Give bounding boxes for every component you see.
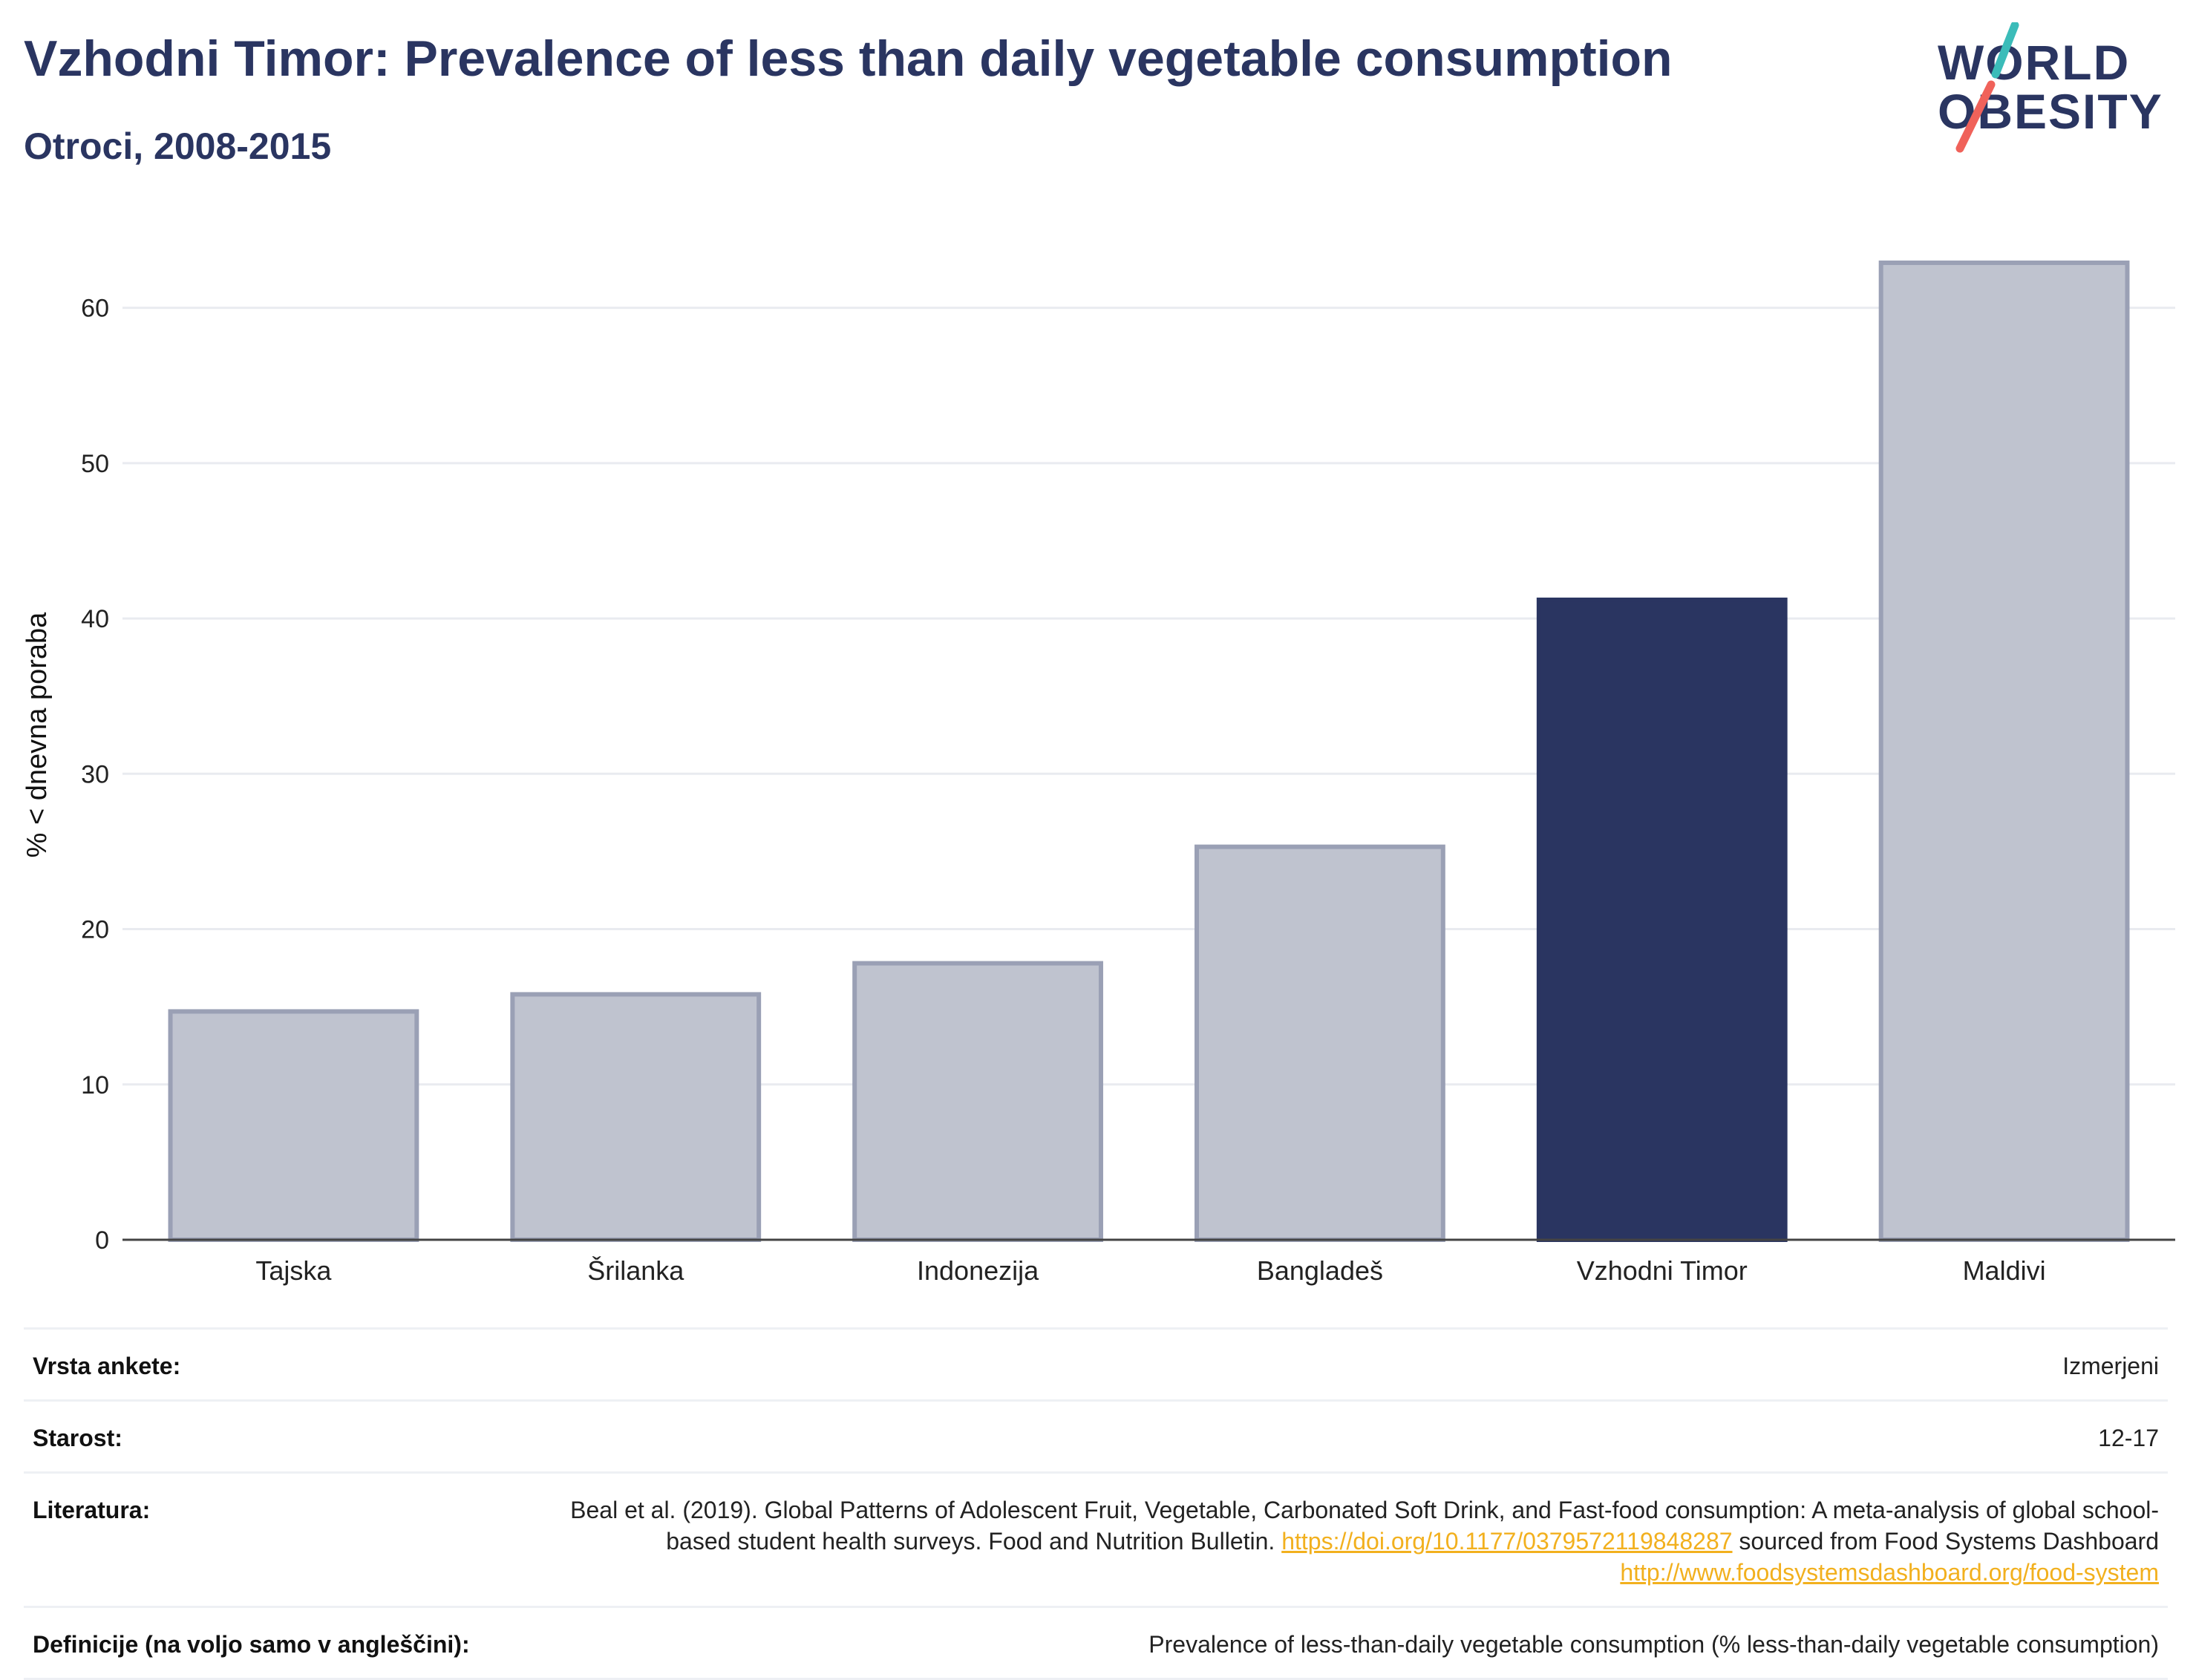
meta-row-age: Starost: 12-17 [24, 1399, 2168, 1471]
y-tick-label: 40 [81, 605, 109, 633]
meta-label: Definicije (na voljo samo v angleščini): [33, 1631, 470, 1658]
meta-value: Prevalence of less-than-daily vegetable … [1148, 1631, 2159, 1658]
y-tick-label: 60 [81, 295, 109, 323]
x-tick-label: Indonezija [917, 1255, 1039, 1286]
x-tick-label: Bangladeš [1257, 1255, 1383, 1286]
y-tick-labels: 0 10 20 30 40 50 60 [81, 295, 109, 1255]
bar-bangladeš[interactable] [1195, 844, 1445, 1242]
y-tick-label: 50 [81, 450, 109, 478]
bar-vzhodni-timor[interactable] [1536, 597, 1788, 1242]
y-axis-label: % < dnevna poraba [22, 612, 53, 858]
reference-citation: Beal et al. (2019). Global Patterns of A… [570, 1497, 2159, 1555]
reference-source: sourced from Food Systems Dashboard [1739, 1528, 2159, 1555]
y-tick-label: 20 [81, 916, 109, 944]
logo-text-world: WORLD [1938, 35, 2131, 90]
y-tick-label: 30 [81, 760, 109, 788]
world-obesity-logo[interactable]: WORLD OBESITY [1938, 22, 2183, 156]
logo-slash-icon [1955, 22, 2019, 153]
x-tick-label: Šrilanka [587, 1255, 684, 1286]
bar-tajska[interactable] [168, 1009, 419, 1243]
x-tick-labels: Tajska Šrilanka Indonezija Bangladeš Vzhodni… [255, 1255, 2045, 1286]
meta-row-references: Literatura: Beal et al. (2019). Global P… [24, 1471, 2168, 1606]
bar-maldivi[interactable] [1878, 260, 2130, 1242]
meta-label: Vrsta ankete: [33, 1353, 181, 1379]
bar-šrilanka[interactable] [510, 992, 762, 1243]
bar-chart: 0 10 20 30 40 50 60 Tajska Šrilanka Indonezija Ba… [22, 260, 2175, 1286]
y-tick-label: 0 [95, 1226, 109, 1255]
reference-text: Beal et al. (2019). Global Patterns of A… [555, 1494, 2159, 1588]
x-tick-label: Vzhodni Timor [1577, 1255, 1748, 1286]
bars [168, 260, 2130, 1243]
meta-value: 12-17 [2098, 1425, 2159, 1451]
x-tick-label: Tajska [255, 1255, 332, 1286]
meta-label: Literatura: [33, 1497, 151, 1523]
chart-subtitle: Otroci, 2008-2015 [24, 125, 332, 167]
gridlines [122, 307, 2175, 1086]
meta-row-survey-type: Vrsta ankete: Izmerjeni [24, 1327, 2168, 1399]
chart-title: Vzhodni Timor: Prevalence of less than d… [24, 30, 1673, 87]
x-tick-label: Maldivi [1963, 1255, 2046, 1286]
meta-value: Izmerjeni [2062, 1353, 2159, 1379]
bar-indonezija[interactable] [852, 961, 1103, 1242]
metadata-table: Vrsta ankete: Izmerjeni Starost: 12-17 L… [24, 1327, 2168, 1680]
meta-row-definitions: Definicije (na voljo samo v angleščini):… [24, 1606, 2168, 1680]
y-tick-label: 10 [81, 1071, 109, 1099]
doi-link[interactable]: https://doi.org/10.1177/0379572119848287 [1281, 1528, 1733, 1555]
meta-label: Starost: [33, 1425, 122, 1451]
dashboard-link[interactable]: http://www.foodsystemsdashboard.org/food… [1620, 1559, 2159, 1586]
